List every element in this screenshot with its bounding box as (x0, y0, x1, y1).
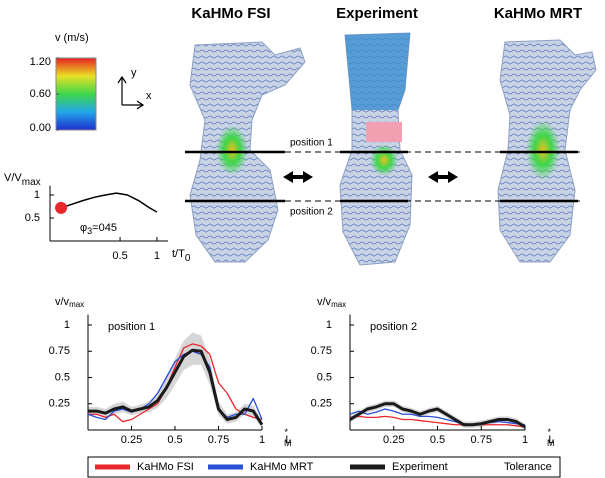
text-part: * (547, 427, 551, 437)
y-axis-label: v/vmax (55, 296, 84, 309)
double-arrow (283, 171, 458, 183)
annotation: position 1 (108, 321, 155, 333)
legend-label: KaHMo FSI (137, 461, 194, 473)
x-tick-label: 1 (522, 434, 528, 446)
text-part: max (331, 300, 346, 309)
legend-label: Experiment (392, 461, 448, 473)
y-tick-label: 0.5 (25, 212, 40, 224)
text-part: =045 (92, 222, 117, 234)
text-part: v/v (317, 296, 332, 308)
legend-label: KaHMo MRT (250, 461, 314, 473)
panel-title: KaHMo FSI (191, 5, 270, 22)
series-line (60, 192, 158, 213)
axis-icon-label: y (131, 67, 137, 79)
text-part: t/T (172, 248, 185, 260)
text-part: 0 (185, 253, 191, 264)
phase-marker (55, 201, 68, 214)
y-tick-label: 1 (64, 319, 70, 331)
colorbar-label: v (m/s) (55, 32, 89, 44)
x-tick-label: 0.5 (430, 434, 445, 446)
position-label: position 1 (290, 138, 333, 149)
x-tick-label: 0.75 (208, 434, 229, 446)
text-part: V/V (4, 172, 22, 184)
y-tick-label: 0.75 (311, 345, 332, 357)
y-tick-label: 1 (34, 189, 40, 201)
x-tick-label: 0.25 (121, 434, 142, 446)
y-tick-label: 0.75 (49, 345, 70, 357)
text-part: M (284, 438, 292, 448)
text-part: 3 (87, 226, 92, 236)
y-tick-label: 0.5 (55, 371, 70, 383)
series-line (349, 415, 526, 428)
x-axis-label: t/T0 (172, 248, 191, 264)
text-part: max (69, 300, 84, 309)
x-tick-label: 0.5 (112, 250, 127, 262)
colorbar (55, 57, 97, 131)
series-line (349, 408, 526, 426)
tolerance-band (88, 332, 262, 428)
y-axis-label: v/vmax (317, 296, 346, 309)
panel-title: Experiment (336, 5, 418, 22)
position-label: position 2 (290, 207, 333, 218)
text-part: M (547, 438, 555, 448)
phase-label: φ3=045 (80, 222, 117, 236)
x-tick-label: 1 (259, 434, 265, 446)
x-tick-label: 0.5 (167, 434, 182, 446)
text-part: max (22, 177, 41, 188)
axes-icon (117, 75, 145, 110)
legend (87, 456, 561, 478)
y-tick-label: 0.5 (317, 371, 332, 383)
series-line (349, 402, 526, 429)
x-axis-label: L* M (547, 427, 555, 448)
series-line (88, 343, 263, 423)
x-tick-label: 0.25 (383, 434, 404, 446)
tolerance-band (350, 400, 525, 430)
text-part: * (284, 427, 288, 437)
annotation: position 2 (370, 321, 417, 333)
x-tick-label: 1 (154, 250, 160, 262)
panel-title: KaHMo MRT (494, 5, 582, 22)
position-lines (185, 150, 580, 203)
legend-label: Tolerance (504, 461, 552, 473)
text-part: L (548, 434, 554, 446)
series-line (88, 348, 264, 426)
text-part: v/v (55, 296, 70, 308)
axis-icon-label: x (146, 90, 152, 102)
text-part: φ (80, 222, 87, 234)
x-axis-label: L* M (284, 427, 292, 448)
y-axis-label: V/Vmax (4, 172, 41, 188)
legend-items: KaHMo FSI KaHMo MRT Experiment Tolerance (95, 461, 552, 473)
y-tick-label: 0.25 (311, 398, 332, 410)
text-part: L (285, 434, 291, 446)
colorbar-tick-label: 0.00 (30, 122, 51, 134)
x-tick-label: 0.75 (471, 434, 492, 446)
series-line (87, 350, 263, 421)
flow-image (339, 32, 413, 266)
colorbar-tick-label: 1.20 (30, 56, 51, 68)
colorbar-tick-label: 0.60 (30, 88, 51, 100)
y-tick-label: 0.25 (49, 398, 70, 410)
y-tick-label: 1 (326, 319, 332, 331)
